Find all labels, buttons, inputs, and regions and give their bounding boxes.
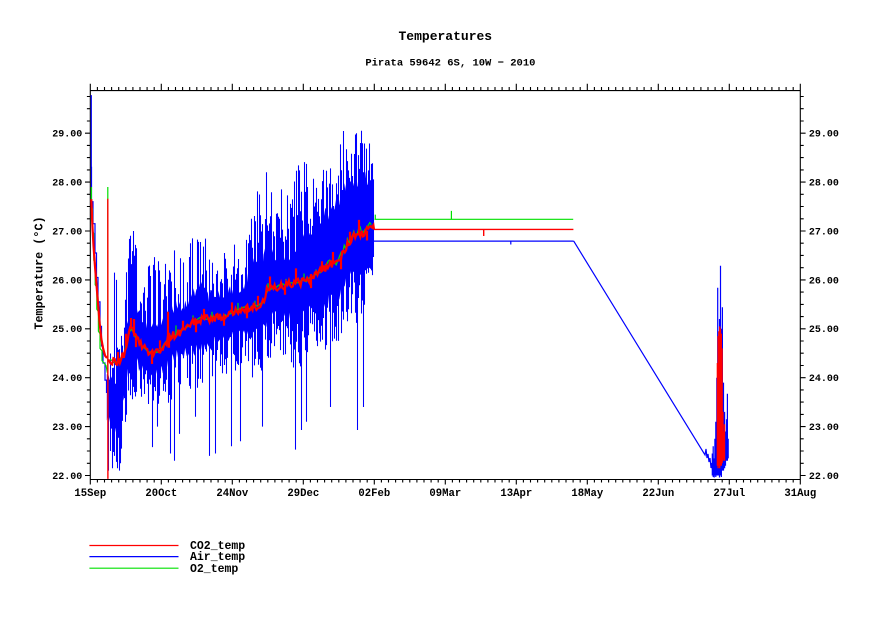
svg-text:22.00: 22.00: [52, 472, 82, 483]
svg-text:23.00: 23.00: [52, 423, 82, 434]
svg-text:24.00: 24.00: [809, 374, 839, 385]
svg-text:O2_temp: O2_temp: [190, 563, 238, 576]
svg-text:18May: 18May: [571, 488, 603, 500]
svg-text:Temperature (°C): Temperature (°C): [33, 216, 47, 329]
svg-text:31Aug: 31Aug: [784, 488, 816, 500]
svg-text:29.00: 29.00: [52, 130, 82, 141]
svg-text:22Jun: 22Jun: [642, 488, 674, 500]
svg-text:Temperatures: Temperatures: [398, 29, 492, 44]
svg-text:29Dec: 29Dec: [287, 488, 319, 500]
svg-text:26.00: 26.00: [52, 276, 82, 287]
svg-text:09Mar: 09Mar: [429, 488, 461, 500]
svg-text:29.00: 29.00: [809, 130, 839, 141]
svg-text:26.00: 26.00: [809, 276, 839, 287]
svg-text:24.00: 24.00: [52, 374, 82, 385]
svg-text:Pirata 59642 6S, 10W − 2010: Pirata 59642 6S, 10W − 2010: [365, 57, 535, 69]
svg-text:15Sep: 15Sep: [74, 488, 106, 500]
svg-text:02Feb: 02Feb: [358, 488, 390, 500]
svg-text:25.00: 25.00: [52, 325, 82, 336]
svg-text:13Apr: 13Apr: [500, 488, 532, 500]
svg-text:27.00: 27.00: [809, 227, 839, 238]
svg-text:27.00: 27.00: [52, 227, 82, 238]
svg-text:28.00: 28.00: [809, 179, 839, 190]
svg-text:27Jul: 27Jul: [713, 488, 745, 500]
svg-text:CO2_temp: CO2_temp: [190, 540, 245, 553]
svg-text:24Nov: 24Nov: [216, 488, 248, 500]
svg-text:25.00: 25.00: [809, 325, 839, 336]
svg-text:23.00: 23.00: [809, 423, 839, 434]
svg-text:28.00: 28.00: [52, 179, 82, 190]
svg-text:20Oct: 20Oct: [145, 488, 177, 500]
svg-text:Air_temp: Air_temp: [190, 551, 245, 564]
svg-text:22.00: 22.00: [809, 472, 839, 483]
